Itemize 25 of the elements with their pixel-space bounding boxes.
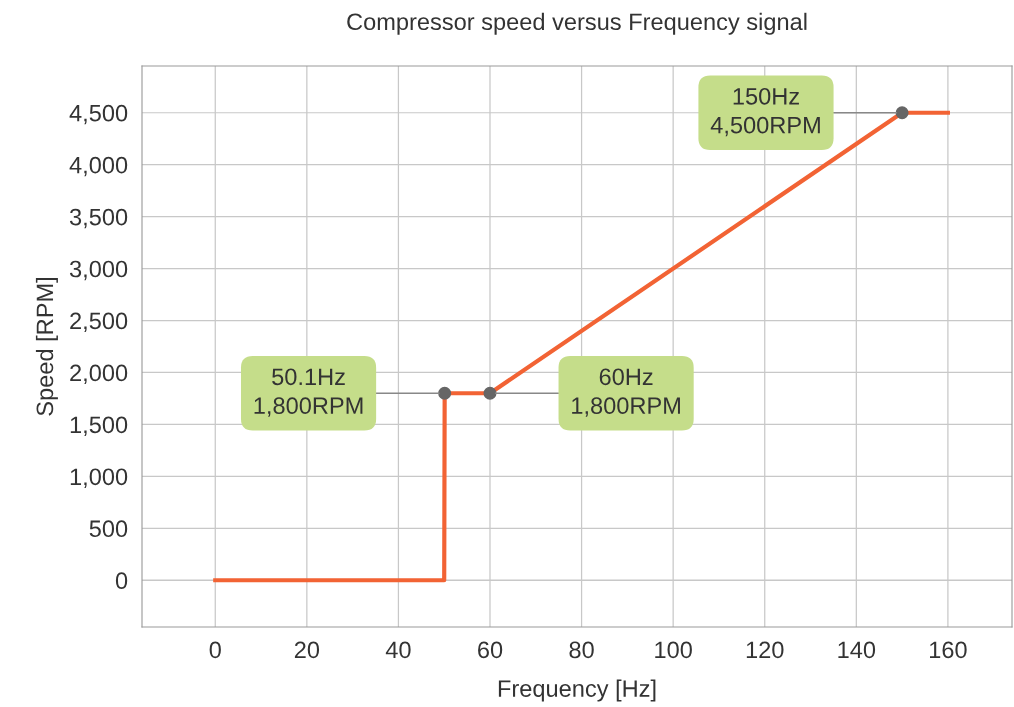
x-tick-label: 100 — [655, 641, 692, 659]
x-tick-label: 140 — [838, 641, 876, 659]
y-tick-label: 2,500 — [70, 312, 128, 333]
x-tick-label: 20 — [294, 641, 320, 659]
x-tick-label: 80 — [569, 641, 594, 659]
y-tick-label: 2,000 — [70, 364, 128, 385]
x-tick-label: 0 — [209, 641, 221, 659]
annotation: 50.1Hz 1,800RPM — [254, 368, 363, 417]
y-axis-title: Speed [RPM] — [35, 277, 58, 416]
x-axis-title: Frequency [Hz] — [498, 679, 656, 702]
x-tick-label: 60 — [478, 641, 503, 659]
y-tick-label: 4,000 — [69, 156, 128, 177]
y-tick-label: 4,500 — [69, 104, 128, 125]
x-tick-label: 40 — [385, 641, 411, 659]
y-tick-label: 3,500 — [69, 208, 128, 229]
y-tick-label: 0 — [115, 572, 128, 590]
x-tick-label: 120 — [746, 641, 784, 659]
y-tick-label: 1,000 — [70, 468, 128, 488]
y-tick-label: 3,000 — [69, 260, 128, 281]
x-tick-label: 160 — [930, 641, 967, 659]
annotation: 60Hz 1,800RPM — [572, 368, 680, 417]
y-tick-label: 500 — [89, 520, 128, 538]
y-tick-label: 1,500 — [70, 416, 128, 436]
chart-title: Compressor speed versus Frequency signal — [347, 12, 807, 35]
annotation: 150Hz 4,500RPM — [710, 87, 820, 137]
